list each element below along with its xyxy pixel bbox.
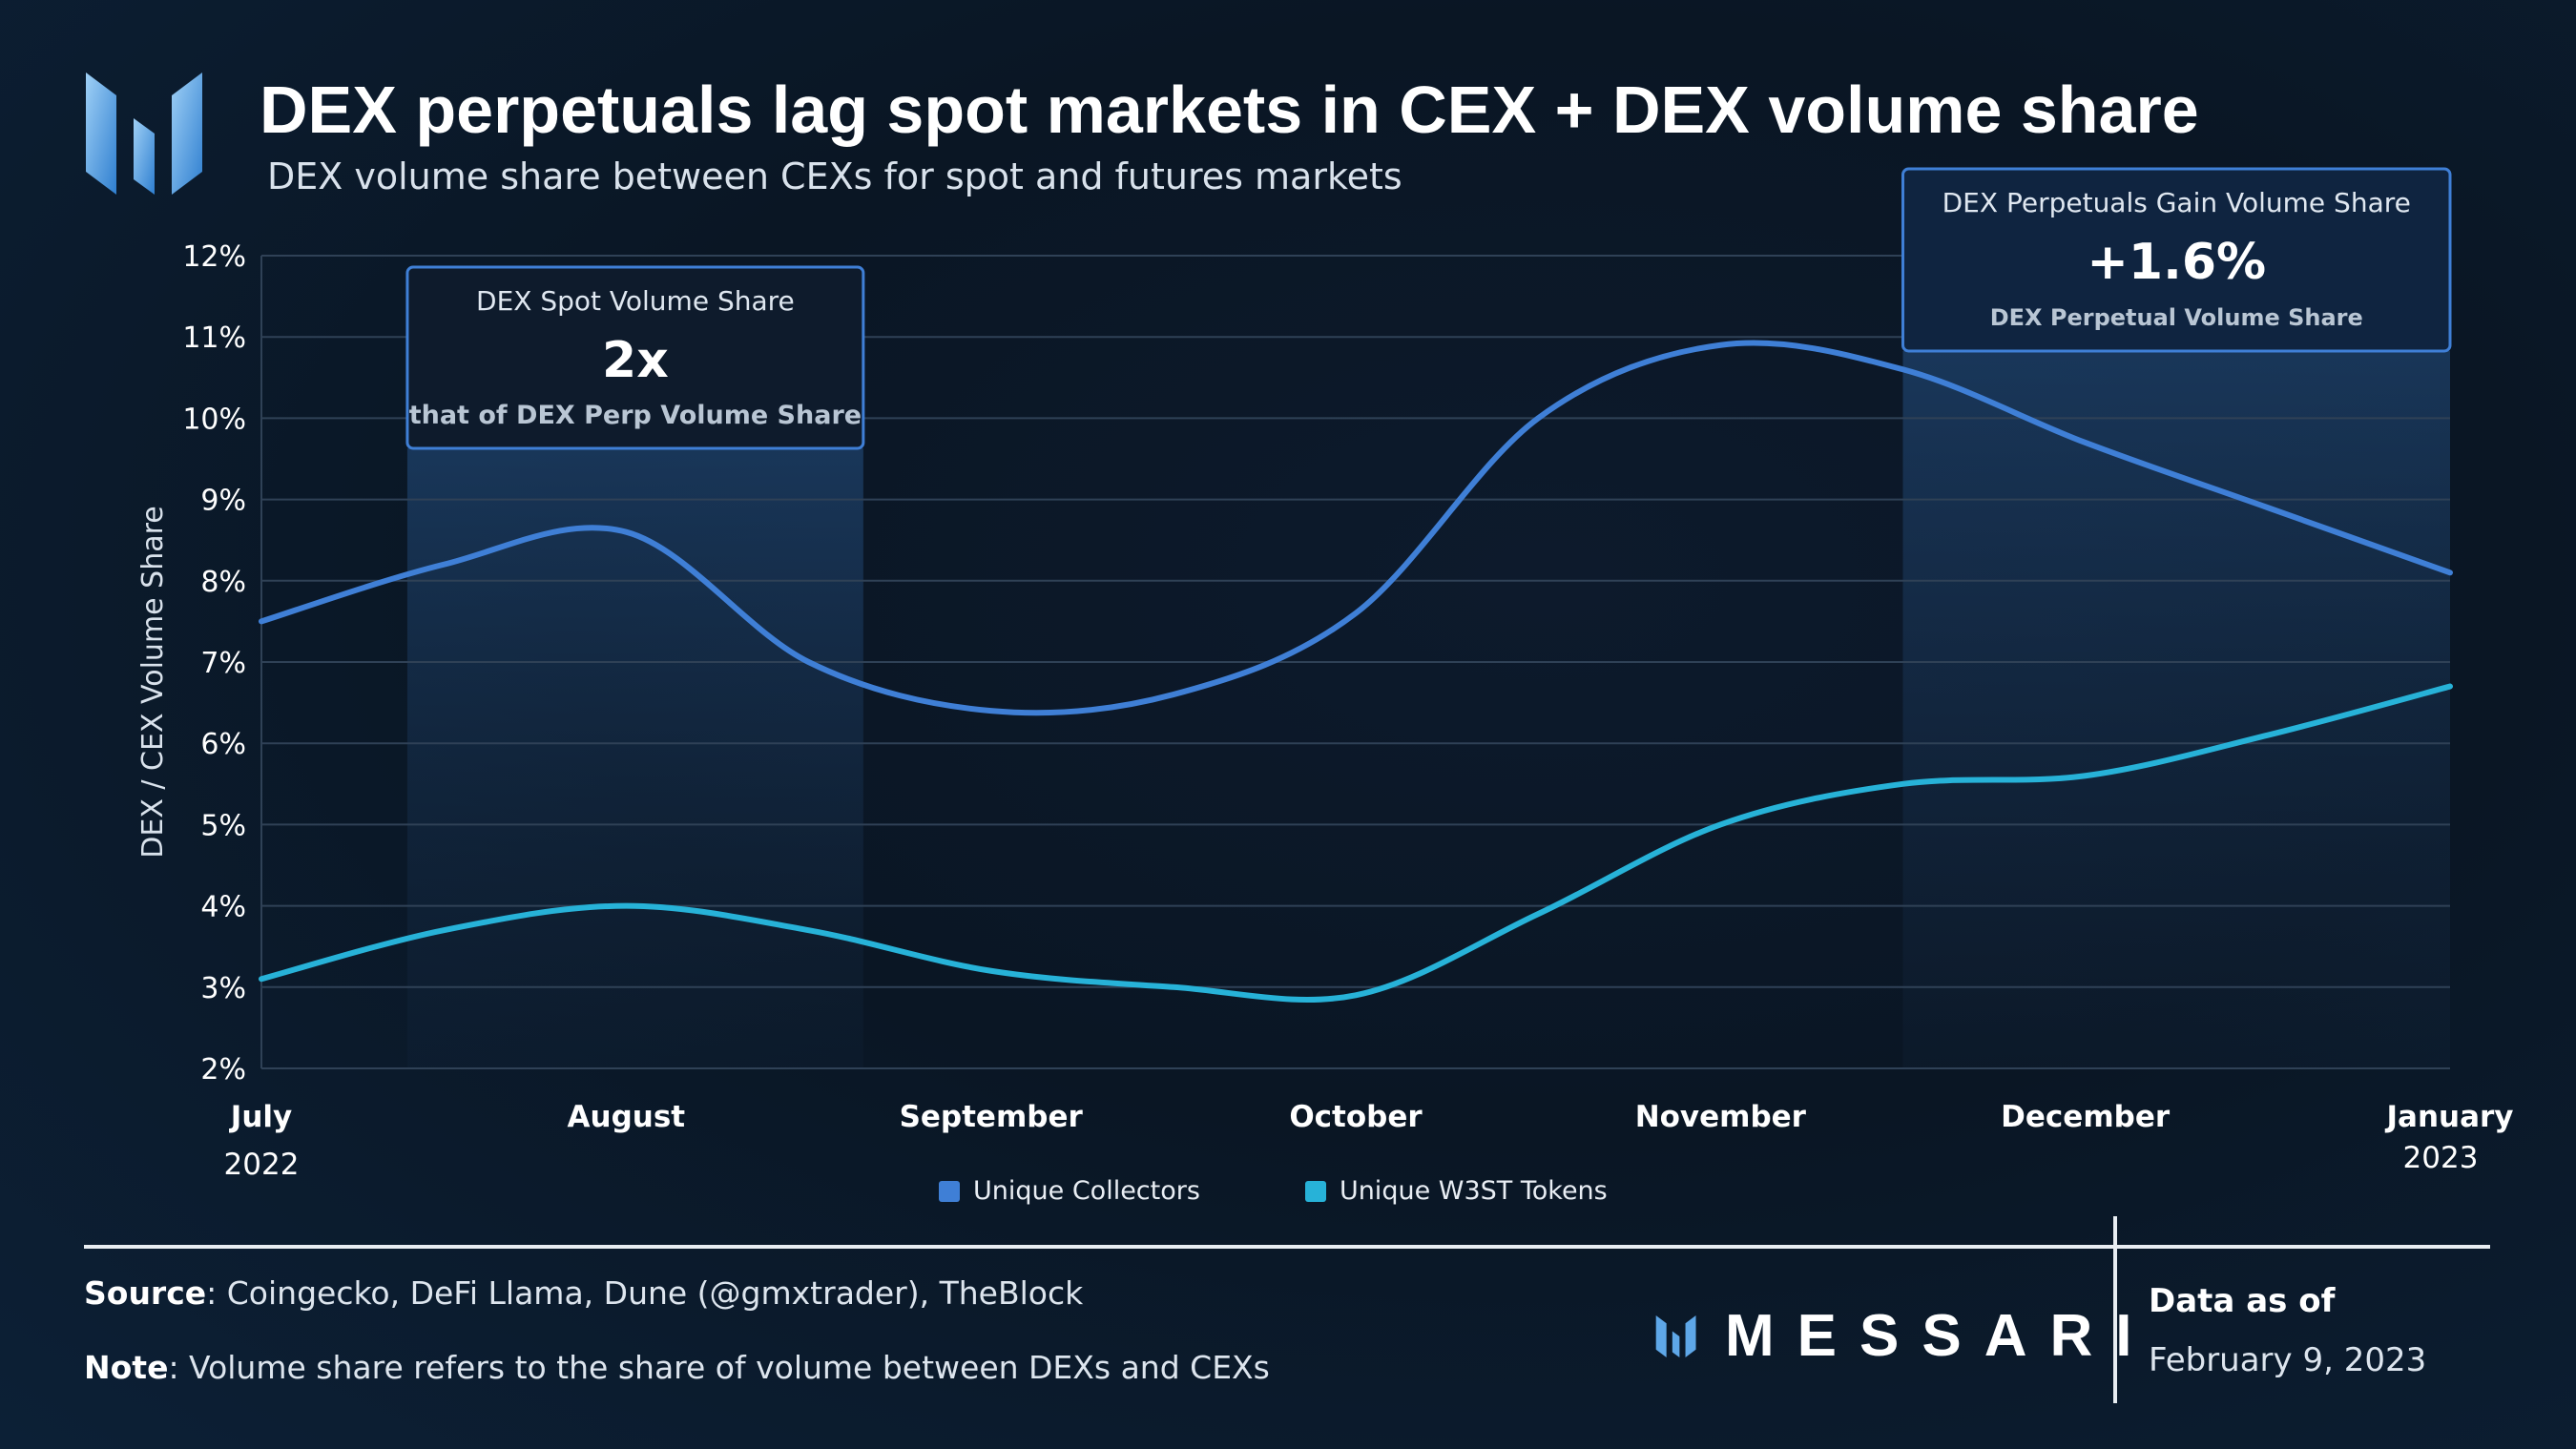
chart-subtitle: DEX volume share between CEXs for spot a… bbox=[267, 155, 1402, 197]
source-label: Source bbox=[84, 1274, 207, 1312]
x-tick-label: November bbox=[1635, 1100, 1807, 1134]
y-tick-label: 9% bbox=[200, 485, 246, 518]
legend-item-unique-w3st-tokens: Unique W3ST Tokens bbox=[1304, 1176, 1608, 1206]
x-tick-sublabel: 2022 bbox=[224, 1148, 300, 1182]
x-tick-sublabel: 2023 bbox=[2403, 1141, 2479, 1175]
messari-logo-icon bbox=[86, 72, 202, 195]
brand-wordmark: MESSARI bbox=[1725, 1303, 2155, 1369]
x-tick-label: October bbox=[1289, 1100, 1423, 1134]
x-tick-label: September bbox=[900, 1100, 1084, 1134]
note-text: Note: Volume share refers to the share o… bbox=[84, 1349, 1270, 1386]
y-axis-label: DEX / CEX Volume Share bbox=[136, 506, 170, 858]
annotation-box: DEX Perpetuals Gain Volume Share +1.6% DEX… bbox=[1901, 167, 2452, 353]
annotation-title: DEX Spot Volume Share bbox=[476, 285, 795, 317]
series-line-unique-w3st-tokens bbox=[259, 683, 2453, 1003]
messari-small-logo-icon bbox=[1655, 1314, 1696, 1357]
chart-title: DEX perpetuals lag spot markets in CEX +… bbox=[260, 72, 2199, 147]
x-axis-ticks: July 2022 August September October November De… bbox=[224, 1100, 2514, 1182]
legend-label: Unique W3ST Tokens bbox=[1339, 1176, 1608, 1206]
x-tick-label: January bbox=[2384, 1100, 2513, 1134]
annotation-box: DEX Spot Volume Share 2x that of DEX Perp … bbox=[405, 265, 865, 450]
highlight-band bbox=[406, 448, 863, 1068]
x-tick-label: July bbox=[229, 1100, 292, 1134]
annotation-boxes: DEX Spot Volume Share 2x that of DEX Perp … bbox=[405, 167, 2452, 450]
annotation-caption: that of DEX Perp Volume Share bbox=[409, 401, 862, 430]
series-line-unique-collectors bbox=[259, 340, 2453, 716]
y-tick-label: 7% bbox=[200, 647, 246, 680]
x-tick-label: August bbox=[568, 1100, 686, 1134]
legend-item-unique-collectors: Unique Collectors bbox=[939, 1176, 1200, 1206]
footer-divider bbox=[84, 1245, 2490, 1249]
line-chart: 12% 11% 10% 9% 8% 7% 6% 5% 4% 3% 2% July 2022 August… bbox=[136, 167, 2514, 1182]
highlight-bands bbox=[406, 351, 2450, 1068]
y-tick-label: 8% bbox=[200, 566, 246, 599]
annotation-value: +1.6% bbox=[2087, 234, 2266, 291]
annotation-frame bbox=[1901, 167, 2452, 353]
legend-label: Unique Collectors bbox=[973, 1176, 1200, 1206]
data-as-of-label: Data as of bbox=[2149, 1282, 2336, 1320]
footer-vertical-divider bbox=[2113, 1216, 2117, 1403]
annotation-frame bbox=[405, 265, 865, 450]
annotation-title: DEX Perpetuals Gain Volume Share bbox=[1942, 187, 2411, 218]
y-axis-ticks: 12% 11% 10% 9% 8% 7% 6% 5% 4% 3% 2% bbox=[182, 240, 246, 1087]
y-tick-label: 3% bbox=[200, 972, 246, 1005]
grid-lines bbox=[260, 255, 2450, 1069]
y-tick-label: 4% bbox=[200, 891, 246, 924]
source-value: : Coingecko, DeFi Llama, Dune (@gmxtrade… bbox=[206, 1274, 1084, 1312]
brand-logo: MESSARI bbox=[1652, 1302, 2154, 1370]
legend-swatch bbox=[1304, 1180, 1326, 1202]
x-tick-label: December bbox=[2001, 1100, 2171, 1134]
note-label: Note bbox=[84, 1349, 169, 1386]
annotation-value: 2x bbox=[602, 332, 669, 389]
y-tick-label: 12% bbox=[182, 240, 246, 274]
annotation-caption: DEX Perpetual Volume Share bbox=[1990, 304, 2363, 331]
y-tick-label: 5% bbox=[200, 809, 246, 842]
y-tick-label: 11% bbox=[182, 321, 246, 355]
legend-swatch bbox=[939, 1180, 960, 1202]
y-tick-label: 10% bbox=[182, 403, 246, 436]
y-tick-label: 2% bbox=[200, 1053, 246, 1087]
series-lines bbox=[259, 340, 2453, 1003]
data-as-of-date: February 9, 2023 bbox=[2149, 1341, 2427, 1379]
note-value: : Volume share refers to the share of vo… bbox=[168, 1349, 1270, 1386]
source-text: Source: Coingecko, DeFi Llama, Dune (@gm… bbox=[84, 1274, 1083, 1312]
y-tick-label: 6% bbox=[200, 728, 246, 761]
legend: Unique Collectors Unique W3ST Tokens bbox=[939, 1176, 1608, 1206]
